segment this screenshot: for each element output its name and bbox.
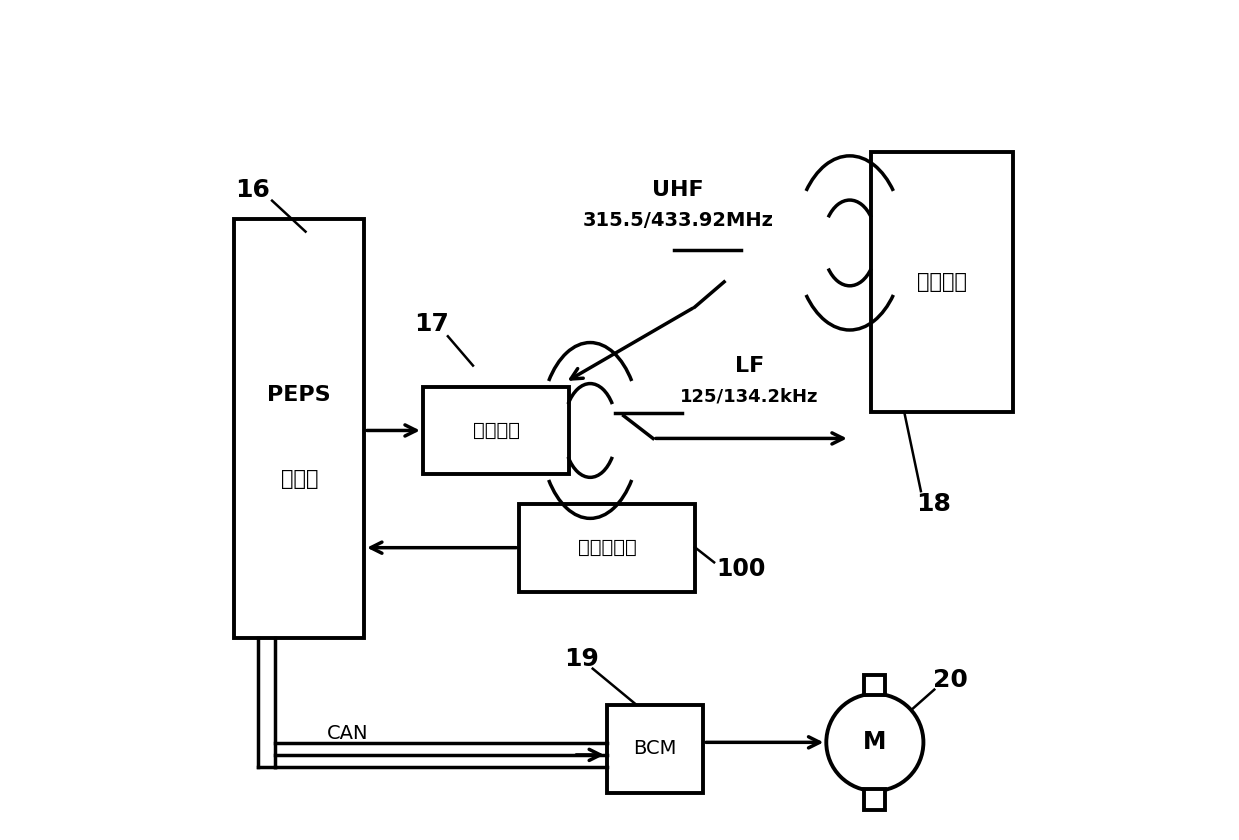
Text: 智能钥匙: 智能钥匙 [917, 272, 966, 291]
Text: 100: 100 [716, 557, 766, 581]
Bar [865, 790, 886, 810]
Text: 18: 18 [916, 491, 950, 516]
Text: M: M [864, 730, 887, 754]
Bar [871, 152, 1014, 412]
Circle shape [826, 694, 923, 791]
Text: 19: 19 [565, 647, 600, 670]
Text: PEPS: PEPS [268, 385, 331, 405]
Bar [607, 705, 704, 793]
Text: BCM: BCM [633, 739, 676, 759]
Bar [519, 504, 695, 591]
Text: UHF: UHF [652, 180, 704, 200]
Text: 低频天线: 低频天线 [472, 421, 519, 440]
Text: 20: 20 [933, 668, 968, 691]
Text: 传感器装置: 传感器装置 [577, 538, 637, 557]
Bar [422, 386, 569, 475]
Bar [234, 219, 364, 638]
Text: 17: 17 [414, 312, 449, 336]
Text: 315.5/433.92MHz: 315.5/433.92MHz [582, 211, 773, 230]
Bar [865, 675, 886, 696]
Text: 控制器: 控制器 [280, 469, 318, 489]
Text: 16: 16 [235, 178, 270, 202]
Text: CAN: CAN [327, 724, 368, 743]
Text: LF: LF [735, 355, 764, 375]
Text: 125/134.2kHz: 125/134.2kHz [680, 387, 819, 406]
